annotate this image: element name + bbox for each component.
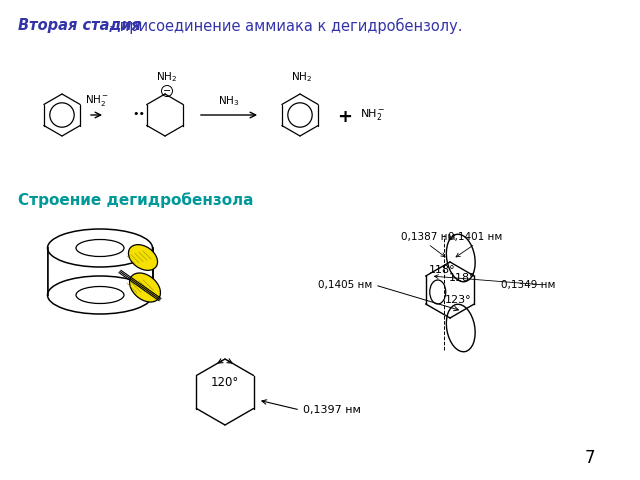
Text: NH$_2$: NH$_2$ — [156, 70, 177, 84]
Text: 123°: 123° — [445, 295, 471, 305]
Text: NH$_2$: NH$_2$ — [291, 70, 312, 84]
Text: - присоединение аммиака к дегидробензолу.: - присоединение аммиака к дегидробензолу… — [105, 18, 463, 34]
Text: NH$_3$: NH$_3$ — [218, 94, 239, 108]
Text: 0,1405 нм: 0,1405 нм — [317, 280, 372, 290]
Text: 0,1401 нм: 0,1401 нм — [448, 232, 502, 242]
Text: 7: 7 — [585, 449, 595, 467]
FancyBboxPatch shape — [48, 248, 152, 295]
Text: 0,1397 нм: 0,1397 нм — [303, 405, 361, 415]
Text: 0,1387 нм: 0,1387 нм — [401, 232, 455, 242]
Text: Строение дегидробензола: Строение дегидробензола — [18, 192, 253, 208]
Text: −: − — [163, 86, 171, 96]
Text: NH$_2^-$: NH$_2^-$ — [360, 108, 385, 122]
Ellipse shape — [129, 245, 157, 270]
Text: 118°: 118° — [449, 273, 476, 283]
Text: 118°: 118° — [429, 265, 455, 275]
Text: +: + — [337, 108, 353, 126]
Text: 120°: 120° — [211, 375, 239, 388]
Text: Вторая стадия: Вторая стадия — [18, 18, 141, 33]
Text: 0,1349 нм: 0,1349 нм — [500, 280, 555, 290]
Ellipse shape — [129, 273, 161, 302]
Text: ••: •• — [132, 109, 145, 119]
Text: NH$_2^-$: NH$_2^-$ — [85, 93, 109, 108]
